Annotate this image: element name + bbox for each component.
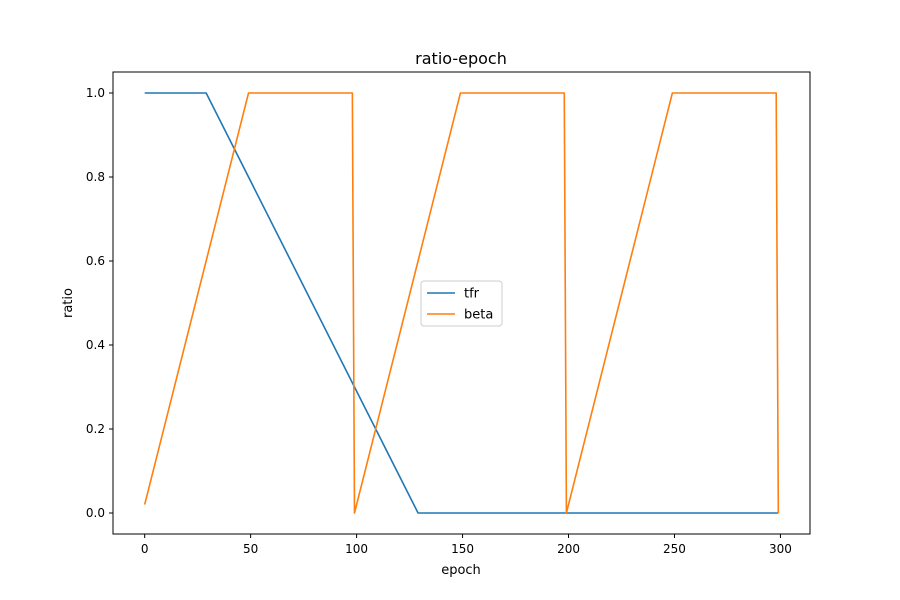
series-line-beta xyxy=(143,92,780,514)
series-line-tfr xyxy=(144,92,779,514)
y-axis-label: ratio xyxy=(61,288,76,318)
x-tick-label: 300 xyxy=(769,542,792,556)
y-tick-label: 0.0 xyxy=(86,506,105,520)
x-tick-label: 100 xyxy=(345,542,368,556)
plot-frame xyxy=(112,71,811,535)
y-tick-label: 0.6 xyxy=(86,254,105,268)
x-tick-label: 150 xyxy=(451,542,474,556)
x-tick-label: 250 xyxy=(663,542,686,556)
x-tick-label: 200 xyxy=(557,542,580,556)
legend-label-beta: beta xyxy=(464,308,493,323)
x-tick-label: 50 xyxy=(243,542,258,556)
y-tick-label: 0.8 xyxy=(86,170,105,184)
legend-label-tfr: tfr xyxy=(464,287,480,302)
x-axis-label: epoch xyxy=(441,563,481,578)
plot-layer xyxy=(143,92,780,514)
y-tick-label: 0.2 xyxy=(86,422,105,436)
y-tick-label: 0.4 xyxy=(86,338,105,352)
ticks-layer: 0 50 100 150 200 250 300 0.0 0.2 0.4 0.6 0.8 1.0 xyxy=(86,86,792,556)
chart-title: ratio-epoch xyxy=(415,49,507,68)
x-tick-label: 0 xyxy=(141,542,149,556)
y-tick-label: 1.0 xyxy=(86,86,105,100)
legend: tfr beta xyxy=(420,280,503,327)
